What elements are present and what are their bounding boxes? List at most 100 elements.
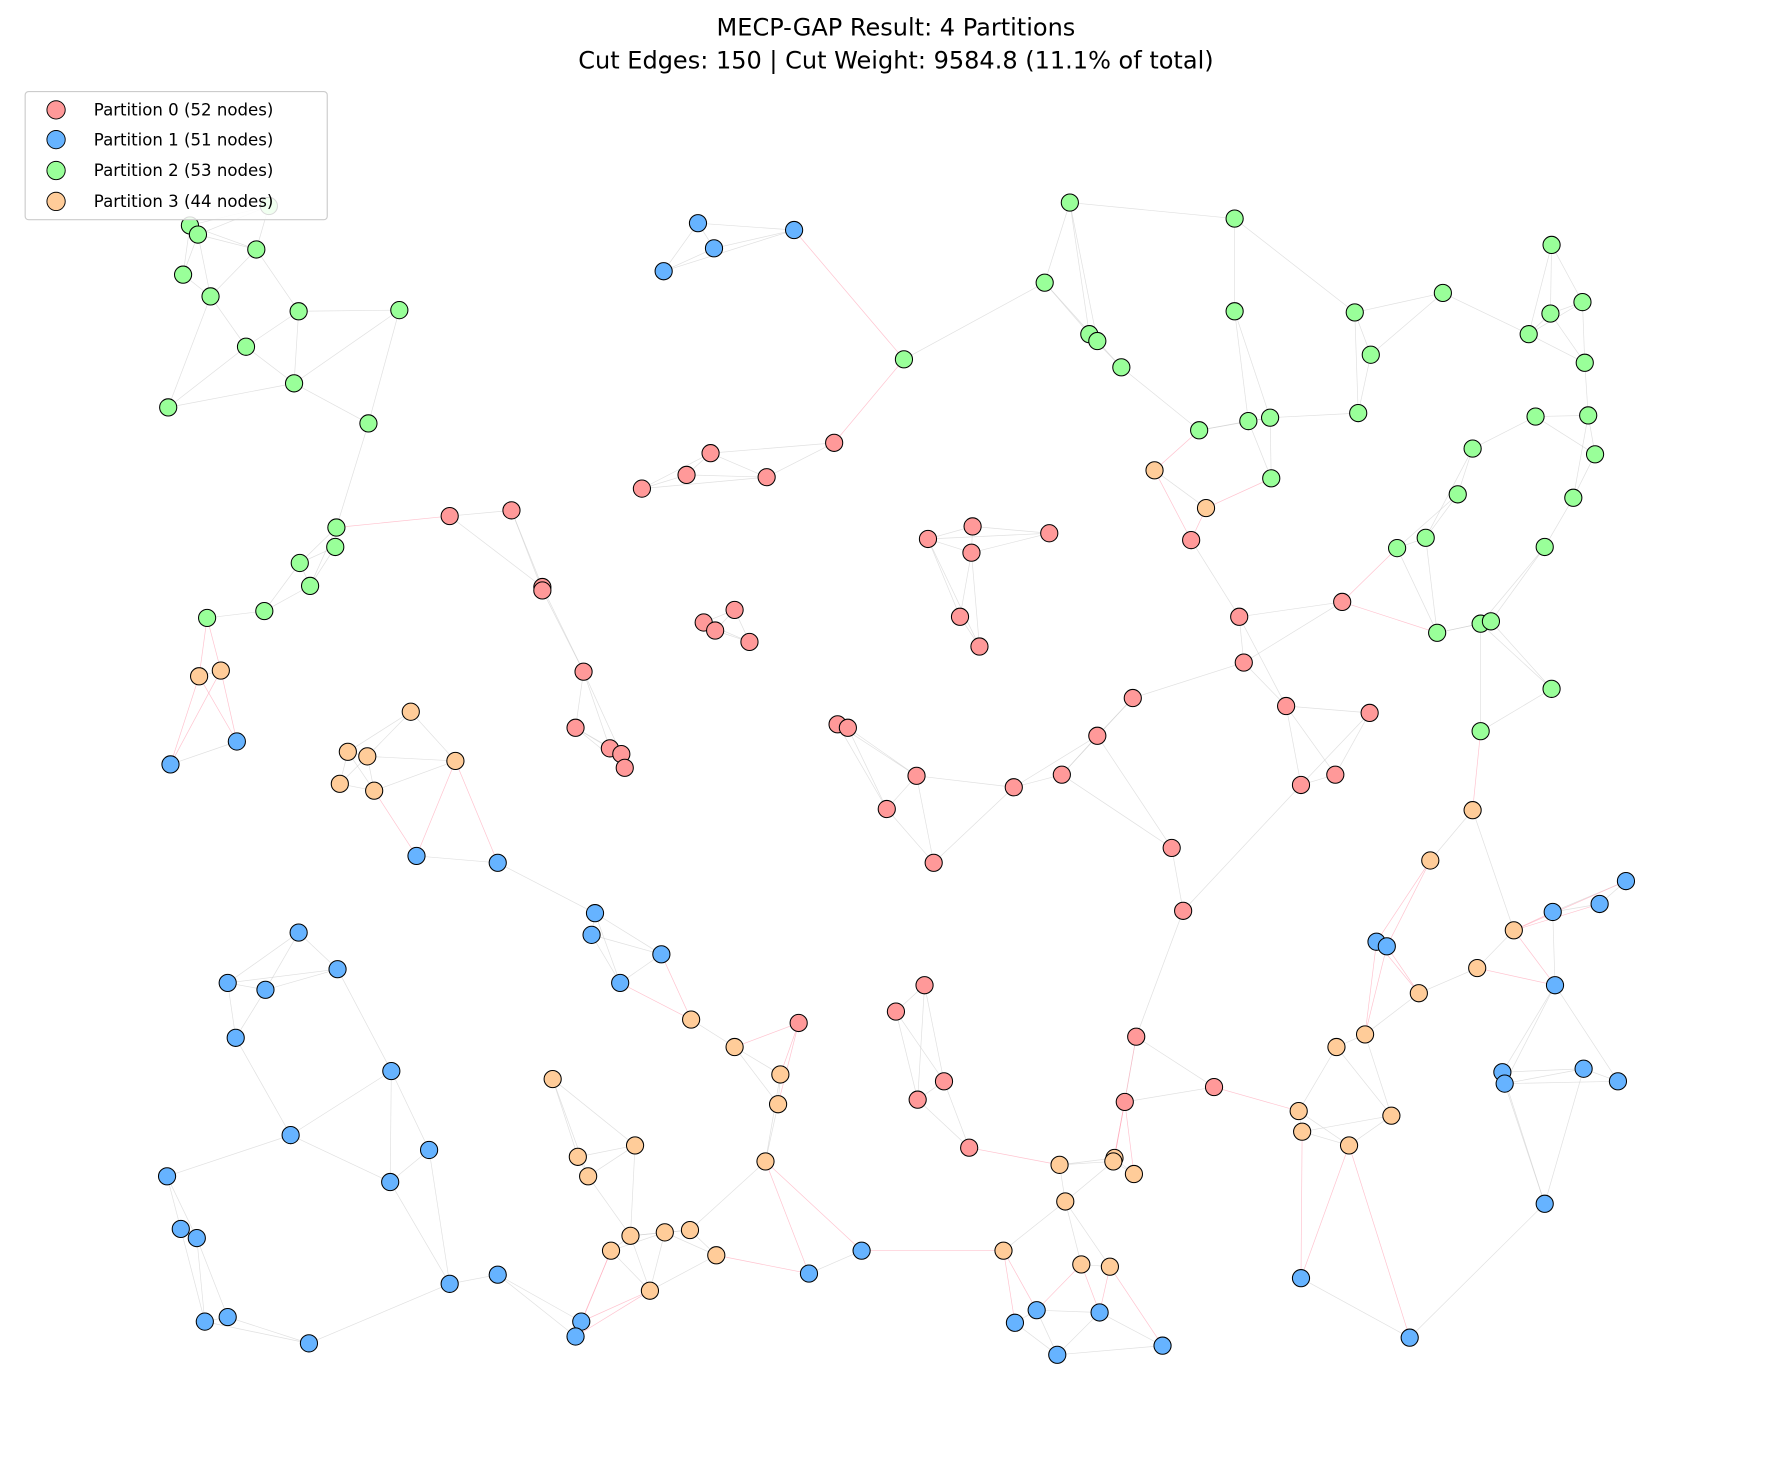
node-partition-2 bbox=[1225, 302, 1244, 321]
node-partition-2 bbox=[1035, 273, 1054, 292]
intra-partition-edge bbox=[552, 1078, 636, 1146]
intra-partition-edge bbox=[1354, 292, 1443, 313]
intra-partition-edge bbox=[1480, 623, 1552, 690]
cut-edge bbox=[170, 670, 222, 765]
cut-edge bbox=[1386, 946, 1420, 994]
node-partition-3 bbox=[1104, 1152, 1123, 1171]
node-partition-1 bbox=[218, 1307, 237, 1327]
legend-item-partition-0: Partition 0 (52 nodes) bbox=[46, 100, 273, 120]
intra-partition-edge bbox=[1003, 1201, 1066, 1251]
node-partition-1 bbox=[289, 923, 308, 942]
intra-partition-edge bbox=[166, 1134, 291, 1177]
node-partition-0 bbox=[1291, 775, 1311, 795]
node-partition-2 bbox=[1239, 412, 1258, 431]
intra-partition-edge bbox=[1504, 1068, 1584, 1084]
intra-partition-edge bbox=[391, 1070, 430, 1151]
intra-partition-edge bbox=[587, 1176, 631, 1237]
intra-partition-edge bbox=[197, 234, 211, 297]
intra-partition-edge bbox=[1243, 601, 1343, 663]
intra-partition-edge bbox=[710, 452, 767, 478]
intra-partition-edge bbox=[1535, 416, 1596, 455]
intra-partition-edge bbox=[1396, 494, 1458, 549]
node-partition-3 bbox=[1072, 1255, 1091, 1274]
intra-partition-edge bbox=[886, 808, 934, 864]
intra-partition-edge bbox=[1364, 992, 1420, 1035]
node-partition-0 bbox=[907, 766, 926, 785]
intra-partition-edge bbox=[837, 724, 888, 810]
node-partition-1 bbox=[256, 980, 275, 999]
intra-partition-edge bbox=[1504, 985, 1556, 1084]
intra-partition-edge bbox=[298, 309, 400, 312]
intra-partition-edge bbox=[1472, 810, 1515, 931]
node-partition-1 bbox=[381, 1172, 400, 1192]
node-partition-3 bbox=[1056, 1192, 1075, 1211]
intra-partition-edge bbox=[1286, 705, 1370, 714]
intra-partition-edge bbox=[713, 229, 795, 249]
node-partition-1 bbox=[1048, 1345, 1067, 1364]
node-partition-0 bbox=[1360, 703, 1379, 722]
node-partition-1 bbox=[566, 1327, 585, 1346]
node-partition-3 bbox=[1124, 1164, 1144, 1184]
cut-edge bbox=[1364, 946, 1388, 1035]
cut-edge bbox=[1213, 1086, 1299, 1112]
node-partition-2 bbox=[1535, 537, 1554, 557]
cut-edge bbox=[777, 1022, 800, 1105]
node-partition-0 bbox=[502, 501, 521, 520]
node-partition-0 bbox=[950, 607, 970, 626]
intra-partition-edge bbox=[927, 538, 961, 617]
cut-edge bbox=[416, 760, 456, 857]
intra-partition-edge bbox=[1442, 292, 1529, 335]
intra-partition-edge bbox=[710, 442, 835, 454]
intra-partition-edge bbox=[227, 982, 237, 1038]
node-partition-1 bbox=[419, 1140, 439, 1160]
node-partition-3 bbox=[682, 1010, 701, 1029]
node-partition-2 bbox=[1345, 303, 1364, 322]
intra-partition-edge bbox=[167, 296, 211, 408]
intra-partition-edge bbox=[594, 912, 662, 955]
node-partition-3 bbox=[768, 1095, 788, 1114]
intra-partition-edge bbox=[1550, 313, 1586, 363]
node-partition-3 bbox=[579, 1167, 598, 1186]
node-partition-0 bbox=[632, 479, 652, 498]
node-partition-1 bbox=[1495, 1074, 1514, 1093]
intra-partition-edge bbox=[1013, 735, 1098, 788]
intra-partition-edge bbox=[235, 1037, 291, 1136]
intra-partition-edge bbox=[1069, 202, 1098, 342]
node-partition-1 bbox=[1543, 902, 1562, 922]
intra-partition-edge bbox=[895, 1011, 919, 1100]
intra-partition-edge bbox=[207, 610, 265, 619]
intra-partition-edge bbox=[649, 1232, 666, 1291]
node-partition-3 bbox=[994, 1241, 1013, 1260]
intra-partition-edge bbox=[1097, 735, 1172, 849]
intra-partition-edge bbox=[410, 711, 456, 762]
intra-partition-edge bbox=[1269, 417, 1272, 479]
node-partition-3 bbox=[625, 1136, 645, 1155]
intra-partition-edge bbox=[235, 989, 266, 1039]
node-partition-0 bbox=[533, 581, 552, 600]
intra-partition-edge bbox=[1396, 547, 1438, 633]
intra-partition-edge bbox=[1528, 333, 1585, 364]
intra-partition-edge bbox=[1064, 1201, 1111, 1267]
node-partition-1 bbox=[582, 925, 601, 944]
node-partition-1 bbox=[1590, 894, 1609, 914]
intra-partition-edge bbox=[924, 985, 945, 1082]
node-partition-1 bbox=[1005, 1313, 1025, 1332]
node-partition-0 bbox=[1004, 778, 1023, 797]
node-partition-2 bbox=[247, 240, 266, 259]
intra-partition-edge bbox=[1336, 1046, 1392, 1116]
node-partition-3 bbox=[568, 1147, 587, 1166]
node-partition-2 bbox=[1060, 193, 1079, 212]
intra-partition-edge bbox=[1069, 202, 1090, 335]
intra-partition-edge bbox=[542, 590, 584, 672]
intra-partition-edge bbox=[1335, 712, 1370, 775]
node-partition-3 bbox=[338, 742, 357, 761]
intra-partition-edge bbox=[256, 249, 299, 312]
cut-edge bbox=[716, 1254, 810, 1274]
cut-edge bbox=[1036, 1264, 1082, 1311]
intra-partition-edge bbox=[1354, 312, 1359, 414]
node-partition-2 bbox=[290, 553, 309, 573]
intra-partition-edge bbox=[389, 1071, 392, 1183]
node-partition-2 bbox=[894, 350, 914, 369]
cut-edge bbox=[198, 617, 208, 677]
node-partition-0 bbox=[1127, 1027, 1146, 1046]
